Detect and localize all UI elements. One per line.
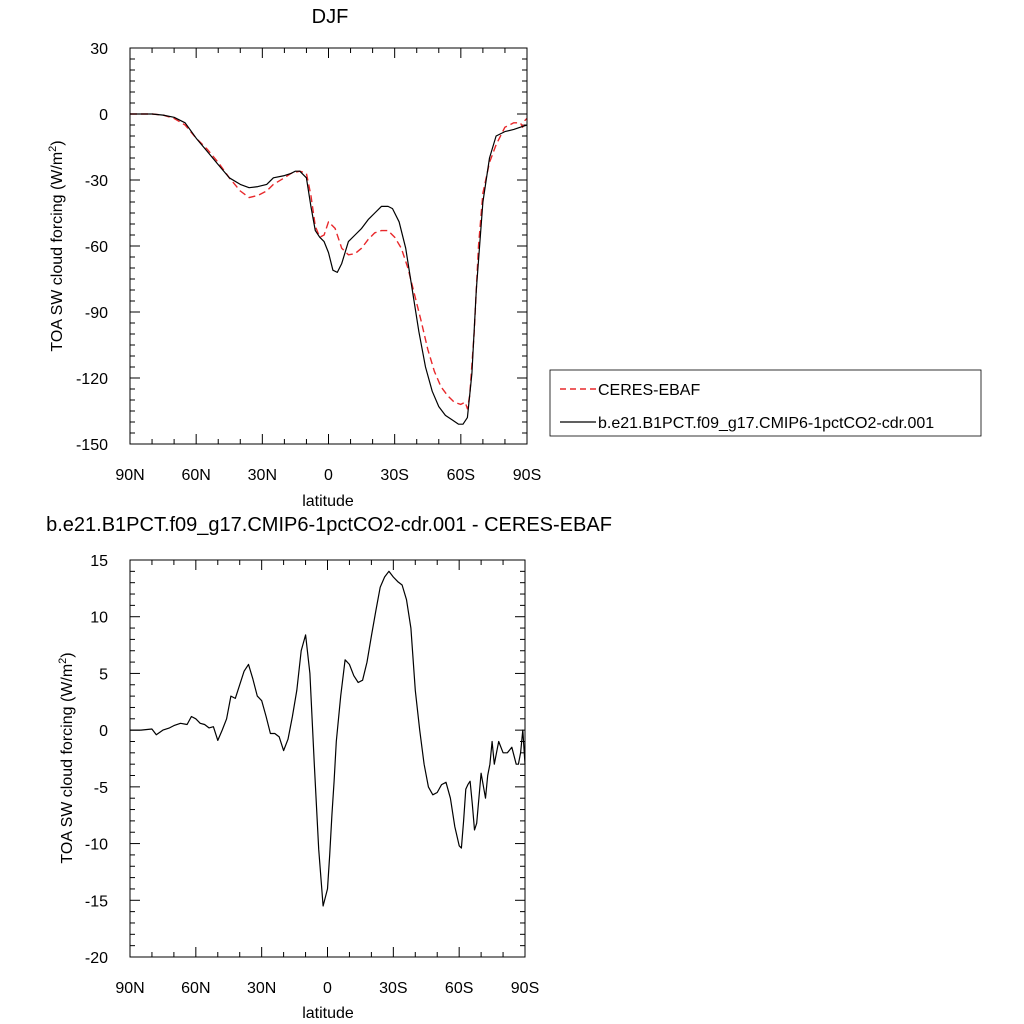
top-ylabel-close: ) [49,140,66,145]
top-series-line-1 [130,113,528,425]
top-y-tick-label: 30 [90,41,108,58]
top-ticks: 90N 60N 30N 0 30S 60S 90S 30 0 -30 -60 -90 -120 -150 [76,41,541,484]
top-y-tick-label: -90 [85,305,108,322]
bottom-ylabel: TOA SW cloud forcing (W/m2) [57,652,76,863]
bottom-xlabel: latitude [302,1005,354,1022]
bottom-x-tick-label: 0 [323,980,332,997]
top-series-group [130,113,528,425]
legend-box [549,369,982,437]
bottom-x-tick-label: 30N [247,980,276,997]
bottom-title: b.e21.B1PCT.f09_g17.CMIP6-1pctCO2-cdr.00… [46,514,612,536]
bottom-y-tick-label: -10 [85,837,108,854]
top-legend: CERES-EBAF b.e21.B1PCT.f09_g17.CMIP6-1pc… [549,369,982,437]
bottom-y-tick-label: 10 [90,610,108,627]
bottom-y-tick-label: -20 [85,950,108,967]
bottom-x-tick-label: 30S [379,980,407,997]
bottom-y-tick-label: 5 [99,666,108,683]
bottom-series-group [130,570,526,907]
bottom-ylabel-close: ) [59,652,76,657]
bottom-y-tick-label: 15 [90,553,108,570]
bottom-panel: b.e21.B1PCT.f09_g17.CMIP6-1pctCO2-cdr.00… [46,514,612,1022]
legend-label-model: b.e21.B1PCT.f09_g17.CMIP6-1pctCO2-cdr.00… [598,415,934,432]
top-series-line-0 [130,113,528,410]
legend-label-ceres: CERES-EBAF [598,382,700,399]
top-ylabel-main: TOA SW cloud forcing (W/m [49,152,66,352]
top-y-tick-label: -150 [76,437,108,454]
top-x-tick-label: 30N [248,467,277,484]
top-x-tick-label: 30S [380,467,408,484]
bottom-series-line-0 [130,570,526,907]
top-title: DJF [312,6,349,28]
top-x-tick-label: 60S [447,467,475,484]
bottom-x-tick-label: 90N [115,980,144,997]
bottom-ticks: 90N 60N 30N 0 30S 60S 90S 15 10 5 0 -5 -10 -15 -20 [85,553,539,997]
bottom-ylabel-main: TOA SW cloud forcing (W/m [59,664,76,864]
bottom-x-tick-label: 60N [181,980,210,997]
bottom-ylabel-sup: 2 [57,658,69,664]
top-y-tick-label: -120 [76,371,108,388]
top-x-tick-label: 60N [181,467,210,484]
top-y-tick-label: -30 [85,173,108,190]
top-panel: DJF 90N 60N 30N 0 30S 60S 90S 30 0 -30 -60 -90 -120 -… [47,6,982,510]
top-plot-frame [129,47,528,445]
bottom-x-tick-label: 60S [445,980,473,997]
top-y-tick-label: 0 [99,107,108,124]
bottom-y-tick-label: -5 [94,780,108,797]
bottom-y-tick-label: -15 [85,893,108,910]
bottom-plot-frame [129,559,526,958]
top-x-tick-label: 90S [513,467,541,484]
top-x-tick-label: 90N [115,467,144,484]
top-ylabel-sup: 2 [47,146,59,152]
top-x-tick-label: 0 [324,467,333,484]
top-xlabel: latitude [302,493,354,510]
bottom-y-tick-label: 0 [99,723,108,740]
top-y-tick-label: -60 [85,239,108,256]
bottom-x-tick-label: 90S [511,980,539,997]
top-ylabel: TOA SW cloud forcing (W/m2) [47,140,66,351]
